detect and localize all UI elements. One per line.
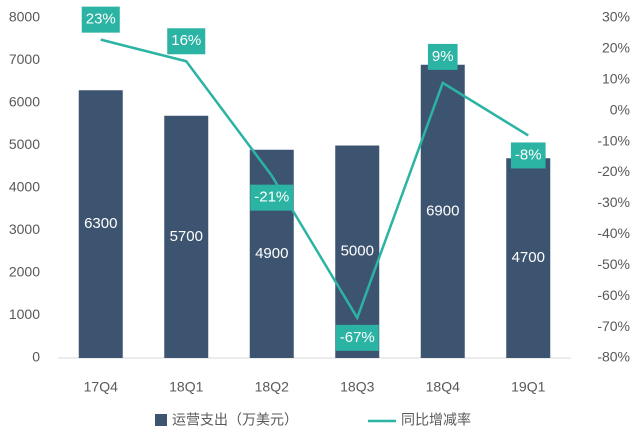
y2-tick-label: -60% <box>597 287 630 303</box>
x-tick-label: 18Q4 <box>426 379 460 395</box>
y-tick-label: 0 <box>32 349 40 365</box>
y2-tick-label: -20% <box>597 163 630 179</box>
bar-label: 5000 <box>341 243 374 260</box>
y-tick-label: 7000 <box>9 51 40 67</box>
bar-label: 6300 <box>84 215 117 232</box>
line-label: -21% <box>254 189 289 206</box>
bar-label: 6900 <box>426 202 459 219</box>
y-tick-label: 8000 <box>9 9 40 25</box>
y2-tick-label: -70% <box>597 318 630 334</box>
y-tick-label: 6000 <box>9 94 40 110</box>
x-tick-label: 17Q4 <box>84 379 118 395</box>
bar-label: 5700 <box>170 228 203 245</box>
line-label-box <box>250 184 294 211</box>
line-label: 23% <box>86 11 116 28</box>
y2-tick-label: -30% <box>597 194 630 210</box>
line-label: -8% <box>515 146 542 163</box>
bar <box>78 90 123 358</box>
y-tick-label: 3000 <box>9 221 40 237</box>
y2-tick-label: 20% <box>602 40 630 56</box>
y2-tick-label: 0% <box>610 101 630 117</box>
x-tick-label: 18Q2 <box>255 379 289 395</box>
x-tick-label: 18Q3 <box>340 379 374 395</box>
line-label-box <box>510 142 546 169</box>
line-label: 9% <box>432 48 454 65</box>
line-label-box <box>167 28 206 55</box>
bar-label: 4700 <box>512 249 545 266</box>
line <box>100 38 529 321</box>
line-label: -67% <box>340 329 375 346</box>
line-label-box <box>335 324 379 351</box>
bar-label: 4900 <box>255 245 288 262</box>
y-tick-label: 1000 <box>9 306 40 322</box>
bar <box>164 115 209 358</box>
x-tick-label: 19Q1 <box>511 379 545 395</box>
x-tick-label: 18Q1 <box>169 379 203 395</box>
line-label-box <box>427 43 458 70</box>
y-tick-label: 5000 <box>9 136 40 152</box>
line-label: 16% <box>171 32 201 49</box>
y2-tick-label: -50% <box>597 256 630 272</box>
y2-tick-label: 10% <box>602 71 630 87</box>
legend-swatch <box>155 414 167 426</box>
bar <box>506 158 551 358</box>
bar <box>335 145 380 358</box>
y2-tick-label: -10% <box>597 132 630 148</box>
y-tick-label: 2000 <box>9 264 40 280</box>
y2-tick-label: -40% <box>597 225 630 241</box>
legend-label: 同比增减率 <box>401 412 471 428</box>
y2-tick-label: -80% <box>597 349 630 365</box>
bar <box>420 64 465 358</box>
y2-tick-label: 30% <box>602 9 630 25</box>
line-label-box <box>81 6 120 33</box>
bar <box>249 149 294 358</box>
legend-label: 运营支出（万美元） <box>172 412 298 428</box>
y-tick-label: 4000 <box>9 179 40 195</box>
